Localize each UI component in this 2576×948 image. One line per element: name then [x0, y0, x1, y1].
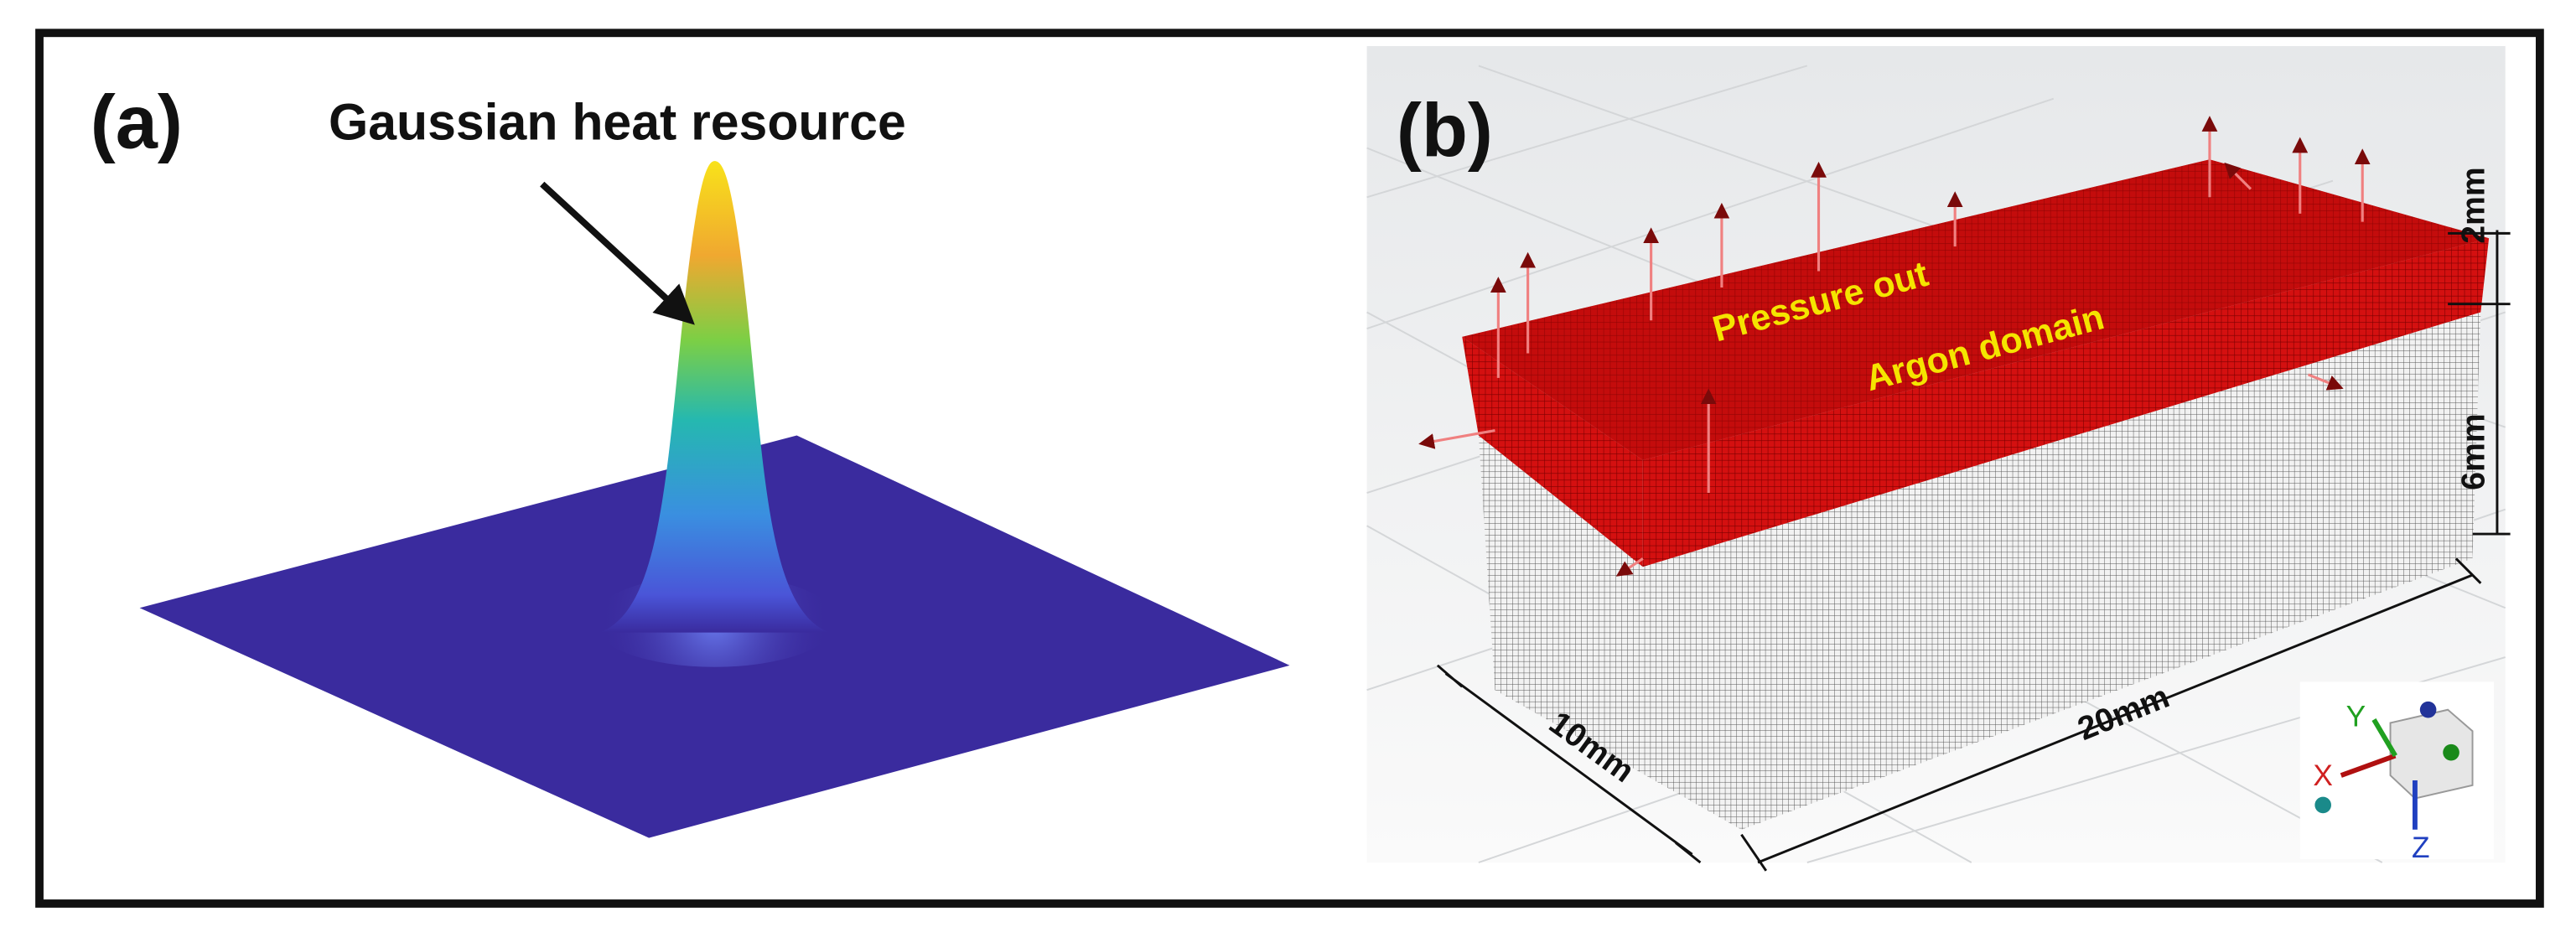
x-axis — [2340, 753, 2397, 778]
argon-top-mesh — [1462, 159, 2490, 460]
pressure-arrows — [1418, 116, 2371, 577]
axis-label: Y — [2346, 700, 2366, 733]
axis-label: X — [2313, 759, 2333, 792]
dimension: 2mm — [2455, 167, 2491, 243]
panel-a: (a) Gaussian heat resource — [91, 80, 1290, 838]
dimension-lines — [1436, 230, 2511, 872]
right-face — [1642, 312, 2481, 830]
cube — [2389, 708, 2474, 800]
panel-b: Pressure out Argon domain 2mm 6mm 10mm 2… — [1366, 45, 2511, 872]
axis-label: Z — [2412, 831, 2430, 864]
left-face — [1478, 435, 1742, 830]
annotation: Gaussian heat resource — [329, 94, 906, 151]
argon-left — [1462, 336, 1643, 567]
panel-label: (a) — [91, 80, 183, 164]
axis-triad: X Y Z — [2299, 681, 2495, 864]
cube-dot — [2419, 701, 2437, 718]
gaussian-peak — [599, 161, 830, 633]
arrow — [540, 181, 695, 325]
argon-right — [1642, 238, 2490, 567]
dimension: 6mm — [2455, 413, 2491, 490]
cube-dot — [2314, 796, 2331, 814]
panel-label: (b) — [1397, 88, 1493, 173]
cube-dot — [2443, 743, 2459, 761]
y-axis — [2371, 717, 2397, 758]
